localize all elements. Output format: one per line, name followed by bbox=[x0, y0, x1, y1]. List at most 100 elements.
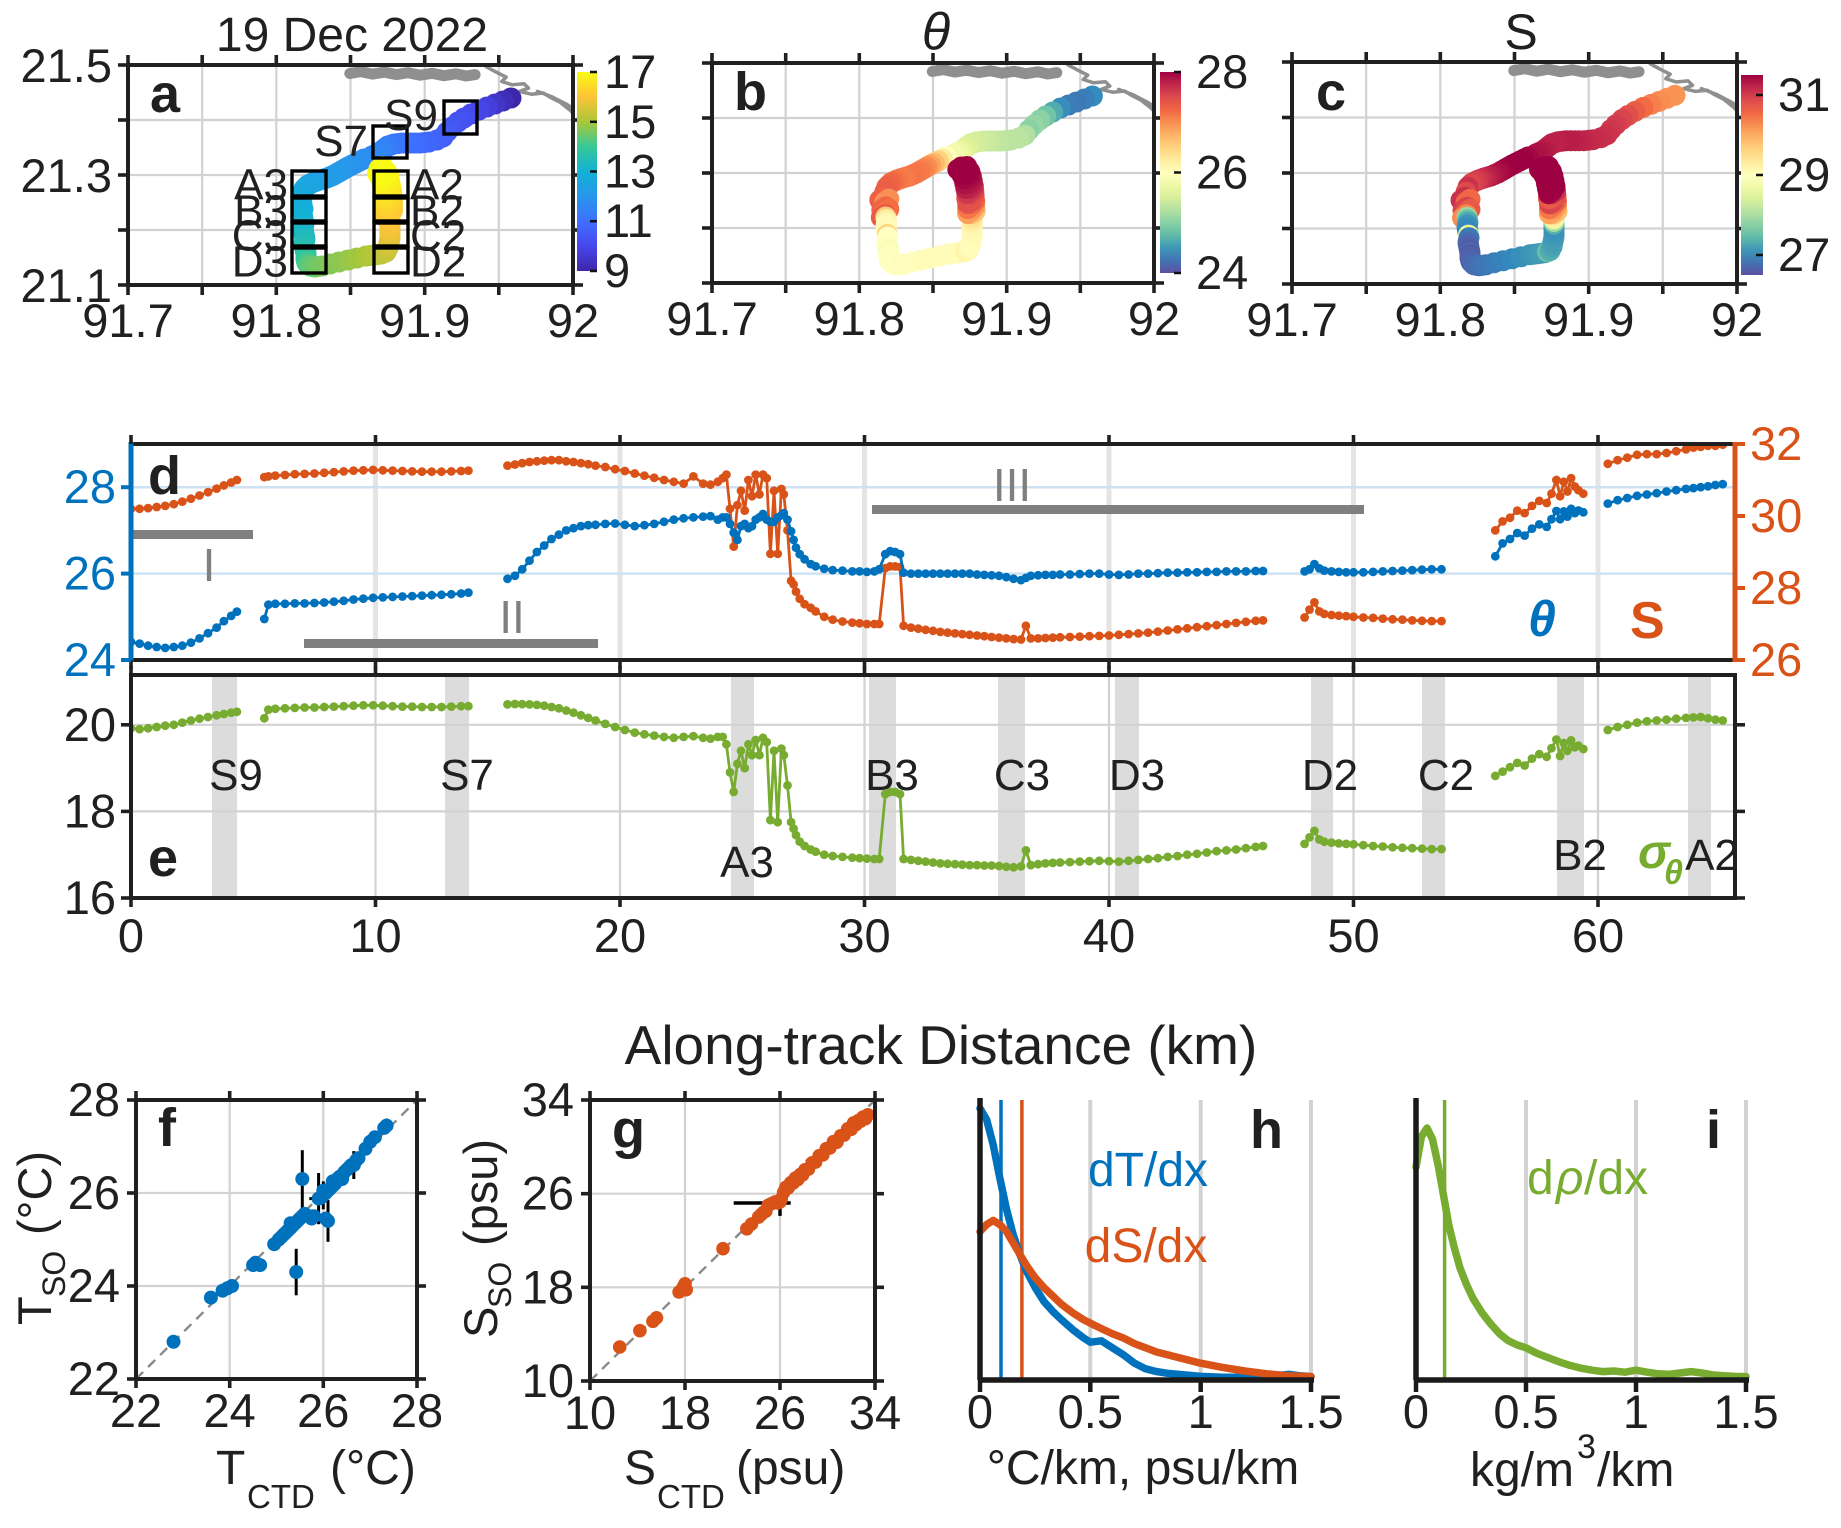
svg-text:16: 16 bbox=[64, 871, 116, 924]
svg-text:S7: S7 bbox=[314, 117, 368, 166]
svg-text:dS/dx: dS/dx bbox=[1085, 1220, 1208, 1273]
svg-text:91.8: 91.8 bbox=[231, 294, 322, 347]
svg-text:17: 17 bbox=[604, 45, 656, 98]
svg-text:24: 24 bbox=[68, 1259, 120, 1312]
svg-text:d: d bbox=[1527, 1152, 1554, 1205]
svg-text:91.7: 91.7 bbox=[82, 294, 173, 347]
svg-text:0: 0 bbox=[118, 909, 144, 962]
svg-text:20: 20 bbox=[594, 909, 646, 962]
svg-text:T: T bbox=[216, 1442, 245, 1495]
svg-text:g: g bbox=[612, 1100, 645, 1160]
svg-text:C3: C3 bbox=[232, 212, 288, 261]
svg-text:e: e bbox=[148, 828, 178, 888]
svg-text:22: 22 bbox=[110, 1384, 162, 1437]
svg-text:C3: C3 bbox=[994, 751, 1050, 800]
svg-text:III: III bbox=[993, 459, 1031, 511]
svg-text:21.1: 21.1 bbox=[21, 259, 112, 312]
svg-text:/dx: /dx bbox=[1584, 1152, 1648, 1205]
svg-text:10: 10 bbox=[564, 1386, 616, 1439]
svg-text:0: 0 bbox=[1403, 1385, 1429, 1438]
svg-text:b: b bbox=[734, 62, 767, 122]
svg-text:S7: S7 bbox=[440, 751, 494, 800]
svg-text:30: 30 bbox=[1750, 489, 1802, 542]
svg-text:28: 28 bbox=[391, 1384, 443, 1437]
svg-text:S9: S9 bbox=[209, 751, 263, 800]
svg-text:91.8: 91.8 bbox=[1395, 293, 1486, 346]
svg-text:13: 13 bbox=[604, 145, 656, 198]
svg-text:θ: θ bbox=[1528, 591, 1556, 647]
svg-text:91.8: 91.8 bbox=[814, 292, 905, 345]
svg-text:32: 32 bbox=[1750, 417, 1802, 470]
svg-text:D3: D3 bbox=[1109, 751, 1165, 800]
svg-text:26: 26 bbox=[522, 1167, 574, 1220]
svg-text:d: d bbox=[148, 446, 181, 506]
svg-text:18: 18 bbox=[522, 1260, 574, 1313]
svg-text:26: 26 bbox=[68, 1166, 120, 1219]
svg-text:T: T bbox=[8, 1296, 61, 1325]
svg-text:22: 22 bbox=[68, 1352, 120, 1405]
svg-text:26: 26 bbox=[1750, 633, 1802, 686]
svg-text:SO: SO bbox=[36, 1251, 72, 1297]
svg-text:S9: S9 bbox=[384, 91, 438, 140]
svg-text:29: 29 bbox=[1778, 148, 1830, 201]
svg-text:26: 26 bbox=[1196, 146, 1248, 199]
svg-text:c: c bbox=[1316, 62, 1346, 122]
svg-text:SO: SO bbox=[482, 1262, 518, 1308]
svg-text:°C/km, psu/km: °C/km, psu/km bbox=[987, 1442, 1300, 1495]
svg-text:(°C): (°C) bbox=[8, 1151, 61, 1235]
svg-text:34: 34 bbox=[849, 1386, 901, 1439]
svg-text:(°C): (°C) bbox=[330, 1442, 416, 1495]
svg-text:CTD: CTD bbox=[247, 1478, 315, 1515]
svg-text:B2: B2 bbox=[1553, 831, 1607, 880]
svg-text:26: 26 bbox=[754, 1386, 806, 1439]
svg-text:0.5: 0.5 bbox=[1058, 1385, 1123, 1438]
svg-text:II: II bbox=[499, 591, 525, 643]
svg-text:91.9: 91.9 bbox=[379, 294, 470, 347]
svg-text:CTD: CTD bbox=[657, 1478, 725, 1515]
svg-text:A2: A2 bbox=[1685, 831, 1739, 880]
svg-text:f: f bbox=[158, 1098, 177, 1158]
svg-text:20: 20 bbox=[64, 698, 116, 751]
svg-text:(psu): (psu) bbox=[454, 1139, 507, 1246]
svg-text:28: 28 bbox=[1750, 561, 1802, 614]
svg-text:D2: D2 bbox=[410, 238, 466, 287]
svg-text:S: S bbox=[624, 1442, 656, 1495]
svg-text:C2: C2 bbox=[410, 212, 466, 261]
svg-text:A3: A3 bbox=[234, 161, 288, 210]
svg-text:3: 3 bbox=[1577, 1428, 1596, 1466]
svg-text:28: 28 bbox=[1196, 45, 1248, 98]
svg-text:28: 28 bbox=[64, 460, 116, 513]
svg-text:11: 11 bbox=[604, 194, 653, 247]
svg-text:24: 24 bbox=[1196, 246, 1248, 299]
svg-text:15: 15 bbox=[604, 95, 656, 148]
svg-text:50: 50 bbox=[1327, 909, 1379, 962]
svg-text:D3: D3 bbox=[232, 238, 288, 287]
svg-text:Along-track Distance (km): Along-track Distance (km) bbox=[625, 1014, 1258, 1076]
svg-text:0: 0 bbox=[967, 1385, 993, 1438]
svg-text:91.7: 91.7 bbox=[666, 292, 757, 345]
svg-text:34: 34 bbox=[522, 1073, 574, 1126]
svg-text:91.7: 91.7 bbox=[1246, 293, 1337, 346]
svg-text:10: 10 bbox=[349, 909, 401, 962]
svg-text:9: 9 bbox=[604, 244, 630, 297]
svg-text:/km: /km bbox=[1597, 1444, 1674, 1497]
svg-text:S: S bbox=[1504, 4, 1537, 60]
svg-text:h: h bbox=[1250, 1100, 1283, 1160]
svg-text:i: i bbox=[1706, 1100, 1721, 1160]
svg-text:kg/m: kg/m bbox=[1470, 1444, 1574, 1497]
svg-text:60: 60 bbox=[1572, 909, 1624, 962]
svg-text:21.3: 21.3 bbox=[21, 149, 112, 202]
svg-text:D2: D2 bbox=[1302, 751, 1358, 800]
svg-text:1.5: 1.5 bbox=[1713, 1385, 1778, 1438]
svg-text:C2: C2 bbox=[1418, 751, 1474, 800]
svg-text:1: 1 bbox=[1623, 1385, 1649, 1438]
svg-text:B3: B3 bbox=[234, 187, 288, 236]
svg-text:18: 18 bbox=[659, 1386, 711, 1439]
svg-text:a: a bbox=[150, 64, 181, 124]
svg-text:27: 27 bbox=[1778, 228, 1830, 281]
svg-text:θ: θ bbox=[1664, 854, 1683, 892]
svg-text:dT/dx: dT/dx bbox=[1088, 1144, 1208, 1197]
svg-text:91.9: 91.9 bbox=[961, 292, 1052, 345]
svg-text:24: 24 bbox=[64, 633, 116, 686]
svg-text:19 Dec 2022: 19 Dec 2022 bbox=[216, 9, 488, 62]
